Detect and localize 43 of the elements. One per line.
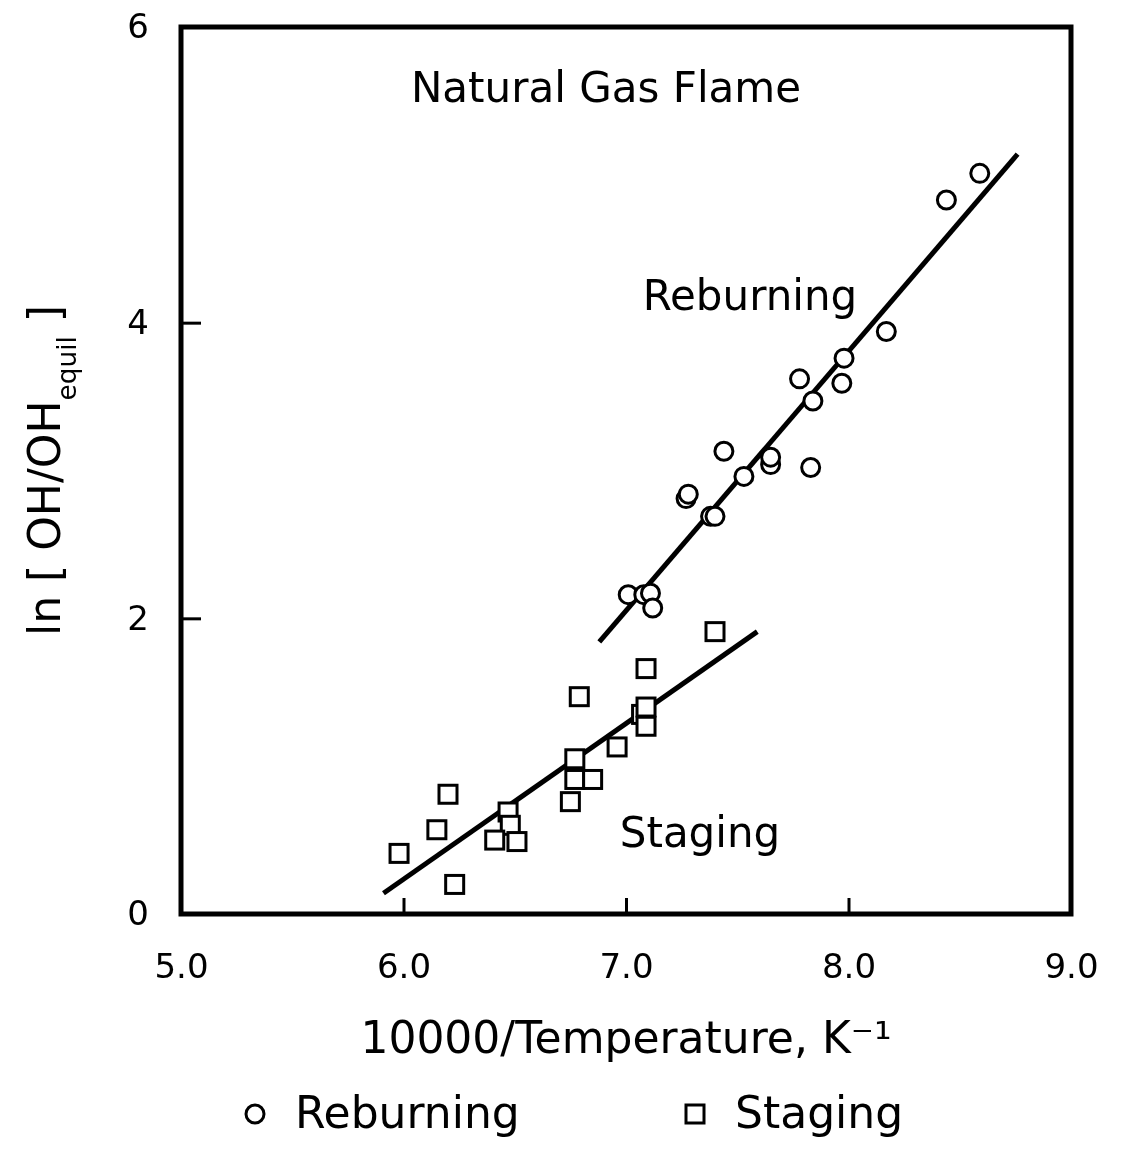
point <box>733 465 755 487</box>
point <box>760 446 782 468</box>
x-tick-label: 7.0 <box>599 946 654 987</box>
point <box>875 321 897 343</box>
point <box>833 347 855 369</box>
point <box>484 829 506 851</box>
point <box>635 715 657 737</box>
point <box>606 736 628 758</box>
point <box>635 658 657 680</box>
point <box>800 457 822 479</box>
point <box>559 791 581 813</box>
point <box>642 597 664 619</box>
x-tick-label: 5.0 <box>154 946 209 987</box>
y-tick-label: 2 <box>127 597 149 638</box>
point <box>802 390 824 412</box>
x-tick-label: 6.0 <box>376 946 432 987</box>
point <box>969 162 991 184</box>
point <box>635 696 657 718</box>
point <box>935 189 957 211</box>
point <box>388 842 410 864</box>
point <box>437 783 459 805</box>
y-tick-label: 0 <box>127 893 149 934</box>
y-tick-label: 4 <box>127 302 149 343</box>
point <box>426 819 448 841</box>
x-tick-label: 8.0 <box>821 946 877 987</box>
point <box>582 768 604 790</box>
point <box>506 831 528 853</box>
legend-label: Staging <box>735 1087 904 1138</box>
point <box>831 372 853 394</box>
point <box>568 686 590 708</box>
annotation: Staging <box>619 807 781 857</box>
y-tick-label: 6 <box>127 6 149 47</box>
annotation: Reburning <box>642 270 858 320</box>
point <box>564 748 586 770</box>
text: Natural Gas Flame <box>410 63 802 112</box>
legend-label: Reburning <box>295 1087 520 1138</box>
point <box>444 873 466 895</box>
point <box>677 483 699 505</box>
point <box>704 621 726 643</box>
x-tick-label: 9.0 <box>1044 946 1099 987</box>
point <box>713 440 735 462</box>
x-axis-title: 10000/Temperature, K⁻¹ <box>360 1012 892 1063</box>
point <box>789 368 811 390</box>
